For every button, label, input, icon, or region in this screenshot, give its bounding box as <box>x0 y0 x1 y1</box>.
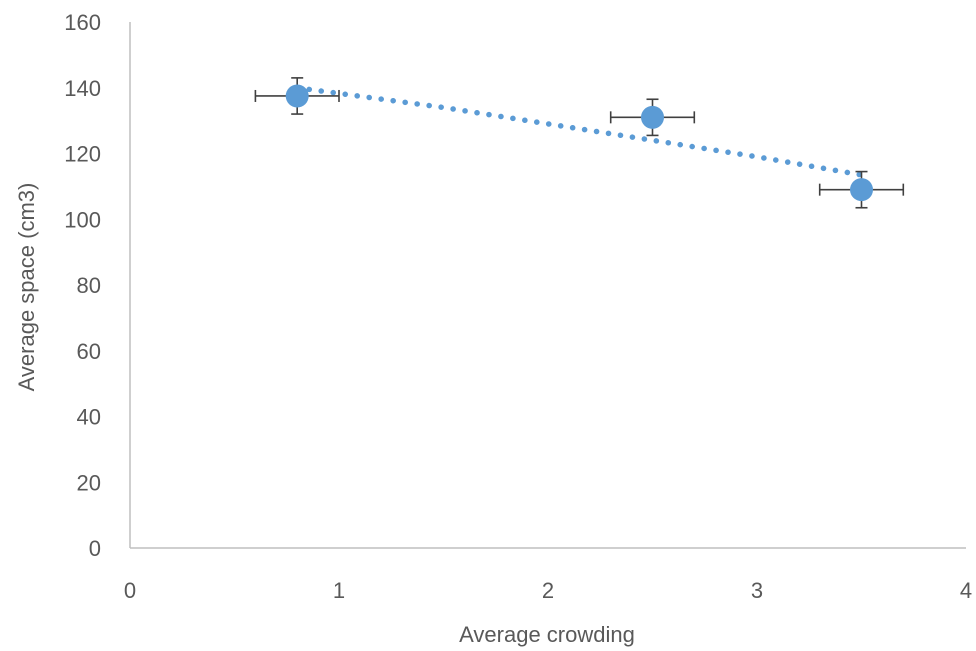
y-tick-label: 80 <box>77 273 101 298</box>
data-point <box>641 105 664 129</box>
trendline-path <box>294 85 865 178</box>
y-tick-label: 100 <box>64 207 101 232</box>
y-tick-label: 20 <box>77 470 101 495</box>
y-tick-label: 60 <box>77 339 101 364</box>
y-tick-label: 40 <box>77 405 101 430</box>
x-tick-label: 2 <box>542 578 554 603</box>
axes <box>129 22 966 549</box>
x-axis-title: Average crowding <box>459 622 635 647</box>
y-tick-label: 0 <box>89 536 101 561</box>
x-tick-label: 4 <box>960 578 972 603</box>
data-points <box>285 84 873 202</box>
data-point <box>285 84 309 108</box>
x-tick-labels: 0 1 2 3 4 <box>124 578 972 603</box>
y-tick-label: 160 <box>64 10 101 35</box>
error-bars <box>254 77 905 209</box>
data-point <box>850 178 873 202</box>
y-axis-title: Average space (cm3) <box>14 183 39 392</box>
x-tick-label: 1 <box>333 578 345 603</box>
x-tick-label: 0 <box>124 578 136 603</box>
x-tick-label: 3 <box>751 578 763 603</box>
y-tick-label: 140 <box>64 76 101 101</box>
y-tick-labels: 0 20 40 60 80 100 120 140 160 <box>64 10 101 561</box>
y-tick-label: 120 <box>64 142 101 167</box>
trendline <box>294 85 865 178</box>
